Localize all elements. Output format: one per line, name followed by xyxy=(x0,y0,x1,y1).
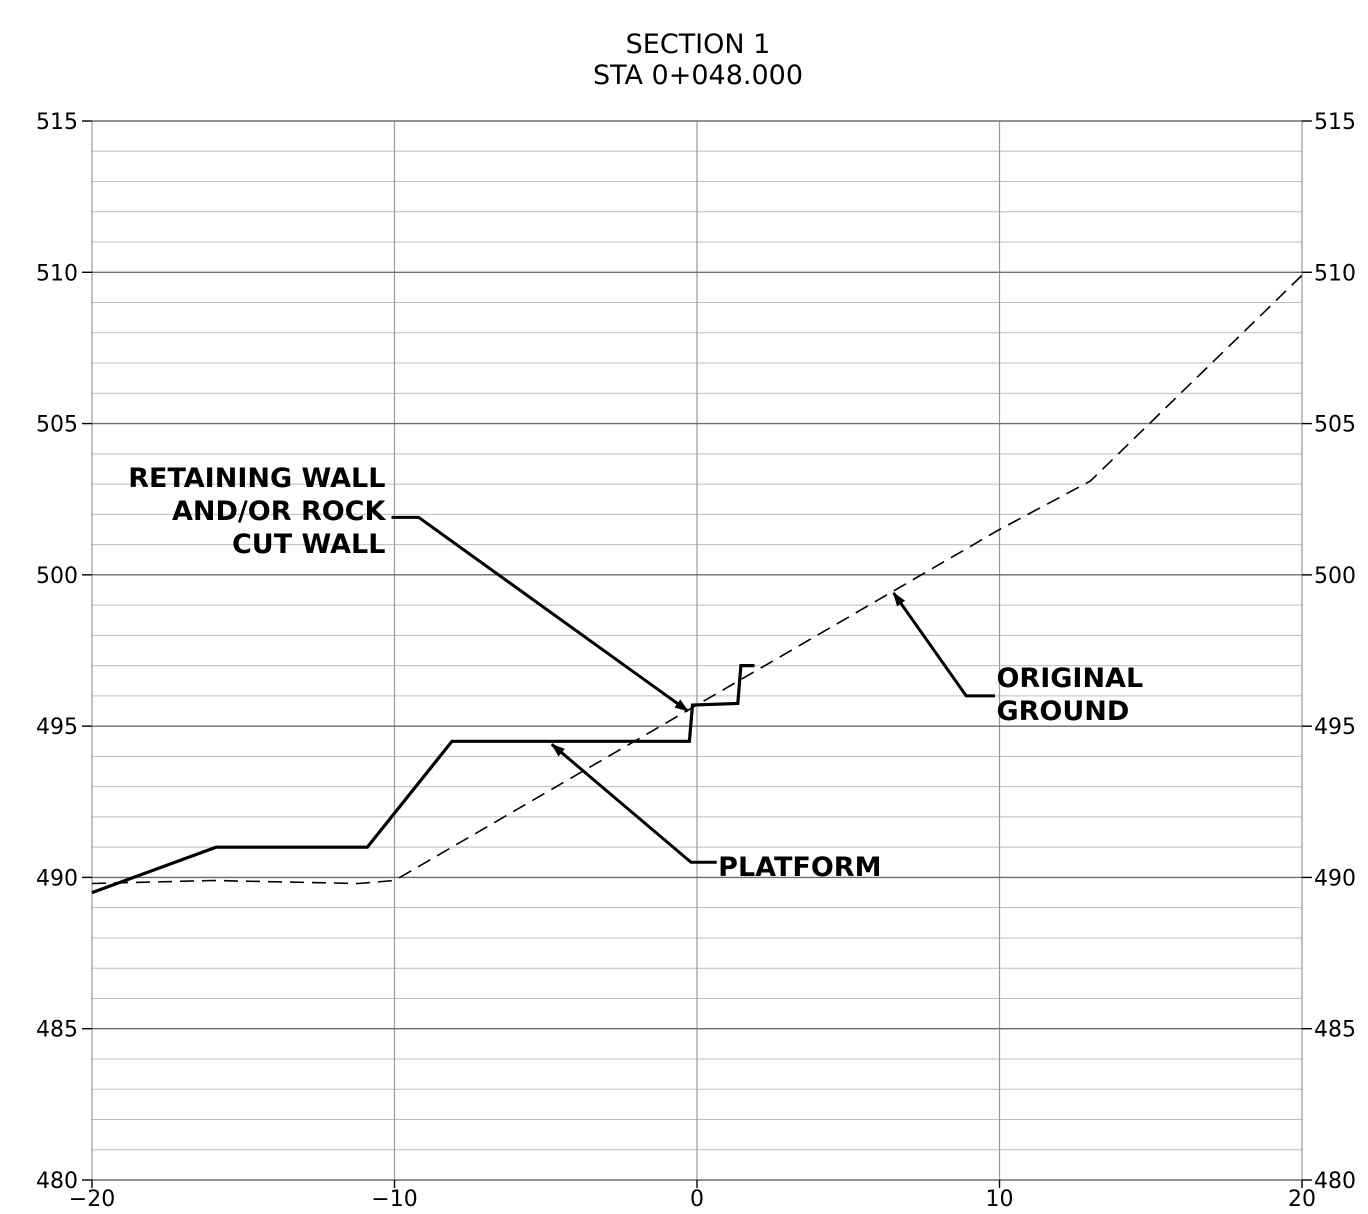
annotation-label: ORIGINAL xyxy=(996,663,1143,694)
leader-arrow xyxy=(391,515,689,713)
x-tick-label: −10 xyxy=(371,1187,417,1212)
x-tick-label: −20 xyxy=(69,1187,115,1212)
annotation-label: CUT WALL xyxy=(232,529,385,560)
leader-arrow xyxy=(892,592,995,698)
chart-title: SECTION 1 xyxy=(626,29,771,60)
y-tick-label-left: 495 xyxy=(36,715,78,740)
y-tick-label-right: 485 xyxy=(1314,1018,1356,1043)
y-tick-label-right: 515 xyxy=(1314,110,1356,135)
y-tick-label-right: 490 xyxy=(1314,866,1356,891)
y-tick-label-left: 500 xyxy=(36,564,78,589)
annotation-label: RETAINING WALL xyxy=(128,463,385,494)
x-tick-label: 0 xyxy=(690,1187,704,1212)
annotation-label: GROUND xyxy=(996,696,1129,727)
series-group xyxy=(91,274,1303,895)
y-tick-label-left: 510 xyxy=(36,261,78,286)
y-tick-label-right: 505 xyxy=(1314,413,1356,438)
y-tick-label-right: 510 xyxy=(1314,261,1356,286)
y-tick-label-left: 490 xyxy=(36,866,78,891)
x-tick-label: 20 xyxy=(1288,1187,1316,1212)
proposed-section-line xyxy=(91,663,755,895)
y-tick-label-right: 480 xyxy=(1314,1169,1356,1194)
y-tick-label-left: 480 xyxy=(36,1169,78,1194)
y-tick-label-left: 485 xyxy=(36,1018,78,1043)
y-tick-label-left: 515 xyxy=(36,110,78,135)
axis-ticks: 480 480 485 485 490 490 495 495 500 500 505 505 510 5… xyxy=(36,110,1356,1212)
y-tick-label-right: 495 xyxy=(1314,715,1356,740)
original-ground-line xyxy=(91,274,1303,885)
grid xyxy=(91,120,1303,1181)
annotation-label: PLATFORM xyxy=(718,852,881,883)
y-tick-label-left: 505 xyxy=(36,413,78,438)
annotation-label: AND/OR ROCK xyxy=(172,496,386,527)
y-tick-label-right: 500 xyxy=(1314,564,1356,589)
chart-subtitle: STA 0+048.000 xyxy=(593,60,803,91)
x-tick-label: 10 xyxy=(986,1187,1014,1212)
leader-arrow xyxy=(550,743,717,864)
